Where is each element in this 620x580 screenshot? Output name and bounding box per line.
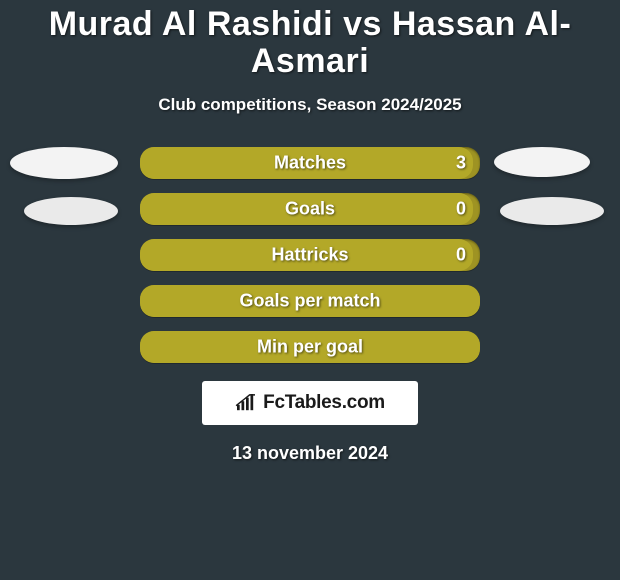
snapshot-date: 13 november 2024 <box>0 443 620 464</box>
stat-bar-track: Goals0 <box>140 193 480 225</box>
stat-row: Hattricks0 <box>0 239 620 271</box>
comparison-subtitle: Club competitions, Season 2024/2025 <box>0 95 620 115</box>
stat-row: Min per goal <box>0 331 620 363</box>
stat-bar-fill <box>140 193 473 225</box>
stat-bar-fill <box>140 147 473 179</box>
stat-bar-track: Matches3 <box>140 147 480 179</box>
stat-value: 0 <box>456 198 466 219</box>
stat-bar-track: Min per goal <box>140 331 480 363</box>
stat-row: Goals per match <box>0 285 620 317</box>
stat-bar-fill <box>140 285 480 317</box>
brand-text: FcTables.com <box>263 392 385 414</box>
content-wrapper: Murad Al Rashidi vs Hassan Al-Asmari Clu… <box>0 0 620 464</box>
stat-row: Goals0 <box>0 193 620 225</box>
stat-bar-track: Goals per match <box>140 285 480 317</box>
comparison-title: Murad Al Rashidi vs Hassan Al-Asmari <box>0 6 620 81</box>
brand-chart-icon <box>235 394 257 412</box>
stats-area: Matches3 Goals0 Hattricks0 Goals per match M… <box>0 147 620 363</box>
stat-bar-track: Hattricks0 <box>140 239 480 271</box>
stat-row: Matches3 <box>0 147 620 179</box>
brand-badge: FcTables.com <box>202 381 418 425</box>
stat-value: 0 <box>456 244 466 265</box>
stat-bar-fill <box>140 331 480 363</box>
stat-bar-fill <box>140 239 473 271</box>
stat-value: 3 <box>456 152 466 173</box>
